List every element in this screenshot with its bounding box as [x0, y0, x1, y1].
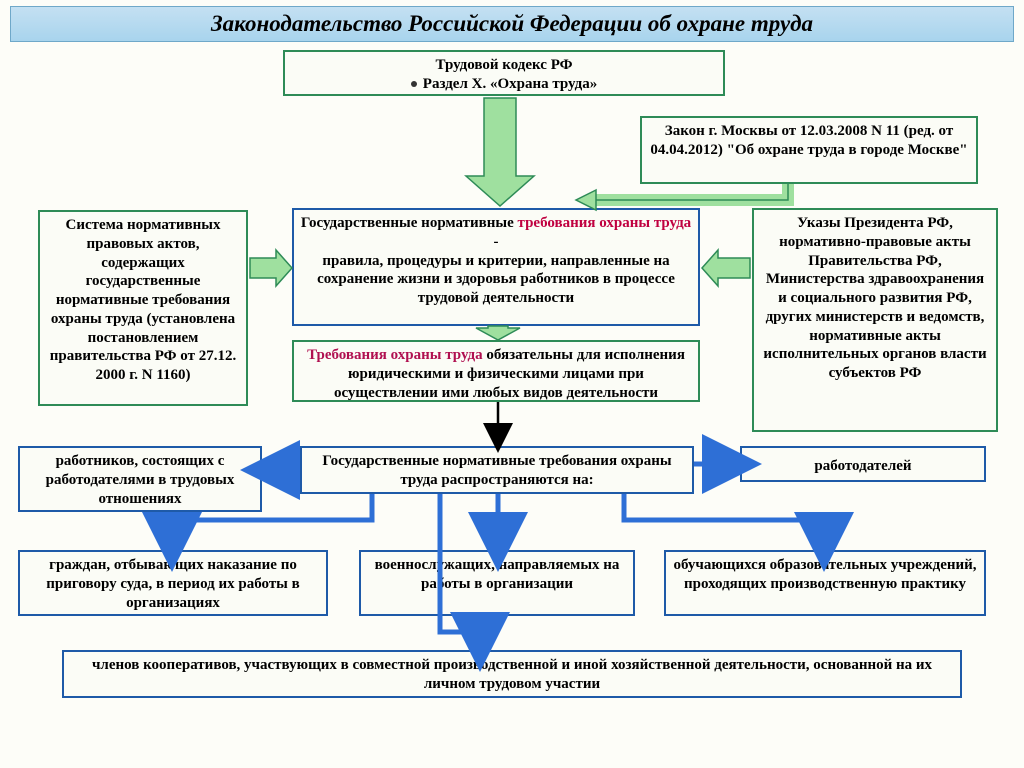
box-military: военнослужащих, направляемых на работы в…: [359, 550, 635, 616]
page-title: Законодательство Российской Федерации об…: [10, 6, 1014, 42]
box-codex: Трудовой кодекс РФ Раздел X. «Охрана тру…: [283, 50, 725, 96]
arrow-moscow-central: [576, 184, 788, 210]
arrow-codex-central: [466, 98, 534, 206]
codex-line2: Раздел X. «Охрана труда»: [291, 75, 717, 94]
box-moscow: Закон г. Москвы от 12.03.2008 N 11 (ред.…: [640, 116, 978, 184]
oblig-red: Требования охраны труда: [307, 347, 483, 363]
box-workers: работников, состоящих с работодателями в…: [18, 446, 262, 512]
codex-line1: Трудовой кодекс РФ: [291, 56, 717, 75]
arrow-central-oblig: [476, 326, 520, 340]
box-decrees: Указы Президента РФ, нормативно-правовые…: [752, 208, 998, 432]
central-head: Государственные нормативные: [301, 215, 518, 231]
arrow-system-central: [250, 250, 292, 286]
box-central: Государственные нормативные требования о…: [292, 208, 700, 326]
central-head-red: требования охраны труда: [518, 215, 692, 231]
box-coop: членов кооперативов, участвующих в совме…: [62, 650, 962, 698]
arrow-apply-students: [624, 494, 824, 542]
box-apply: Государственные нормативные требования о…: [300, 446, 694, 494]
box-citizens: граждан, отбывающих наказание по пригово…: [18, 550, 328, 616]
arrow-decrees-central: [702, 250, 750, 286]
box-system: Система нормативных правовых актов, соде…: [38, 210, 248, 406]
box-students: обучающихся образовательных учреждений, …: [664, 550, 986, 616]
central-body: правила, процедуры и критерии, направлен…: [317, 253, 675, 307]
box-employers: работодателей: [740, 446, 986, 482]
box-oblig: Требования охраны труда обязательны для …: [292, 340, 700, 402]
